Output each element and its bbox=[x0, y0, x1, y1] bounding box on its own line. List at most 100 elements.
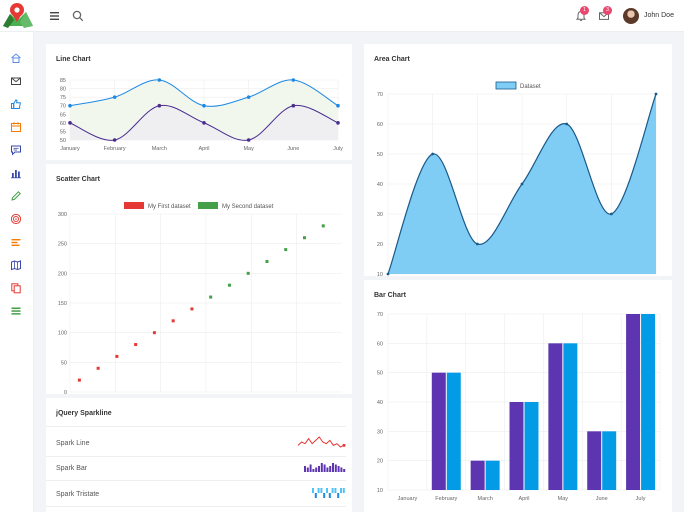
x-tick-label: March bbox=[478, 496, 493, 502]
y-tick-label: 75 bbox=[60, 95, 66, 101]
spark-bar bbox=[326, 467, 329, 472]
scatter-point bbox=[115, 354, 119, 358]
x-tick-label: January bbox=[398, 496, 418, 502]
bar bbox=[626, 314, 641, 490]
scatter-point bbox=[190, 307, 194, 311]
divider bbox=[46, 480, 346, 481]
search-icon[interactable] bbox=[71, 9, 85, 23]
data-point bbox=[202, 103, 206, 108]
divider bbox=[46, 506, 346, 507]
spark-bar bbox=[343, 469, 346, 472]
mail-icon[interactable] bbox=[10, 75, 22, 87]
chat-icon[interactable] bbox=[10, 144, 22, 156]
scatter-chart-card: Scatter Chart My First dataset My Second … bbox=[46, 164, 352, 394]
scatter-point bbox=[152, 331, 156, 335]
bar bbox=[548, 343, 563, 490]
sparkline-card: jQuery Sparkline Spark Line Spark Bar Sp… bbox=[46, 398, 352, 512]
bar bbox=[485, 460, 500, 490]
bar-chart-card: Bar Chart 10 20 30 40 50 60 70 January February M… bbox=[364, 280, 672, 512]
spark-tristate-bar bbox=[317, 488, 320, 493]
line-chart: 50 55 60 65 70 75 80 85 January February March Apri… bbox=[60, 78, 343, 152]
bar-chart-icon[interactable] bbox=[10, 167, 22, 179]
bar bbox=[563, 343, 578, 490]
spark-bar bbox=[309, 464, 312, 472]
y-tick-label: 10 bbox=[377, 488, 383, 494]
data-point bbox=[291, 78, 296, 82]
scatter-point bbox=[96, 366, 100, 370]
spark-tristate-bar bbox=[340, 488, 342, 493]
legend-label: Dataset bbox=[520, 84, 541, 90]
x-tick-label: February bbox=[435, 496, 457, 502]
scatter-point bbox=[302, 236, 306, 240]
home-icon[interactable] bbox=[10, 52, 22, 64]
bar bbox=[524, 402, 539, 490]
y-tick-label: 65 bbox=[60, 112, 66, 118]
y-tick-label: 60 bbox=[377, 341, 383, 347]
y-tick-label: 50 bbox=[377, 152, 383, 158]
spark-line-label: Spark Line bbox=[56, 440, 90, 447]
y-tick-label: 50 bbox=[60, 138, 66, 144]
spark-bar-chart bbox=[304, 463, 346, 472]
user-name[interactable]: John Doe bbox=[644, 12, 674, 19]
spark-tristate-bar bbox=[312, 488, 314, 493]
x-tick-label: March bbox=[152, 146, 167, 152]
legend-label: My First dataset bbox=[148, 204, 191, 210]
data-point bbox=[68, 121, 72, 125]
y-tick-label: 50 bbox=[377, 371, 383, 377]
spark-bar bbox=[312, 469, 315, 472]
line-chart-title: Line Chart bbox=[56, 56, 91, 63]
logo-map-pin-icon[interactable] bbox=[0, 0, 36, 32]
thumbs-up-icon[interactable] bbox=[10, 98, 22, 110]
copy-icon[interactable] bbox=[10, 282, 22, 294]
target-icon[interactable] bbox=[10, 213, 22, 225]
y-tick-label: 60 bbox=[60, 121, 66, 127]
data-point bbox=[246, 138, 251, 142]
notification-badge: 1 bbox=[580, 6, 589, 15]
y-tick-label: 70 bbox=[377, 312, 383, 318]
data-point bbox=[157, 78, 162, 82]
scatter-point bbox=[321, 224, 325, 228]
scatter-point bbox=[77, 378, 81, 382]
calendar-icon[interactable] bbox=[10, 121, 22, 133]
data-point bbox=[565, 122, 569, 126]
spark-tristate-bar bbox=[326, 488, 328, 493]
spark-tristate-bar bbox=[323, 493, 326, 498]
spark-tristate-chart bbox=[312, 488, 345, 498]
data-point bbox=[475, 242, 479, 246]
message-badge: 3 bbox=[603, 6, 612, 15]
y-tick-label: 250 bbox=[58, 242, 67, 248]
menu-lines-icon[interactable] bbox=[10, 305, 22, 317]
list-icon[interactable] bbox=[10, 236, 22, 248]
data-point bbox=[386, 272, 390, 276]
data-point bbox=[654, 92, 658, 96]
data-point bbox=[291, 103, 296, 108]
y-tick-label: 40 bbox=[377, 182, 383, 188]
data-point bbox=[431, 152, 435, 156]
divider bbox=[46, 456, 346, 457]
spark-bar bbox=[329, 466, 332, 472]
hamburger-menu-icon[interactable] bbox=[48, 9, 62, 23]
scatter-point bbox=[284, 248, 288, 252]
bar-chart-title: Bar Chart bbox=[374, 292, 406, 299]
data-point bbox=[157, 103, 162, 108]
data-point bbox=[112, 138, 117, 142]
map-icon[interactable] bbox=[10, 259, 22, 271]
data-point bbox=[609, 212, 613, 216]
y-tick-label: 10 bbox=[377, 272, 383, 276]
spark-tristate-bar bbox=[342, 488, 345, 493]
y-tick-label: 70 bbox=[60, 104, 66, 110]
scatter-point bbox=[227, 283, 231, 287]
data-point bbox=[246, 95, 251, 99]
scatter-chart-title: Scatter Chart bbox=[56, 176, 100, 183]
spark-bar bbox=[340, 467, 343, 472]
y-tick-label: 50 bbox=[61, 360, 67, 366]
bar bbox=[641, 314, 656, 490]
y-tick-label: 70 bbox=[377, 92, 383, 98]
pencil-icon[interactable] bbox=[10, 190, 22, 202]
avatar[interactable] bbox=[623, 8, 639, 24]
y-tick-label: 85 bbox=[60, 78, 66, 84]
y-tick-label: 60 bbox=[377, 122, 383, 128]
y-tick-label: 20 bbox=[377, 459, 383, 465]
area-chart-card: Area Chart Dataset 10 20 30 40 50 60 70 bbox=[364, 44, 672, 276]
x-tick-label: July bbox=[333, 146, 343, 152]
